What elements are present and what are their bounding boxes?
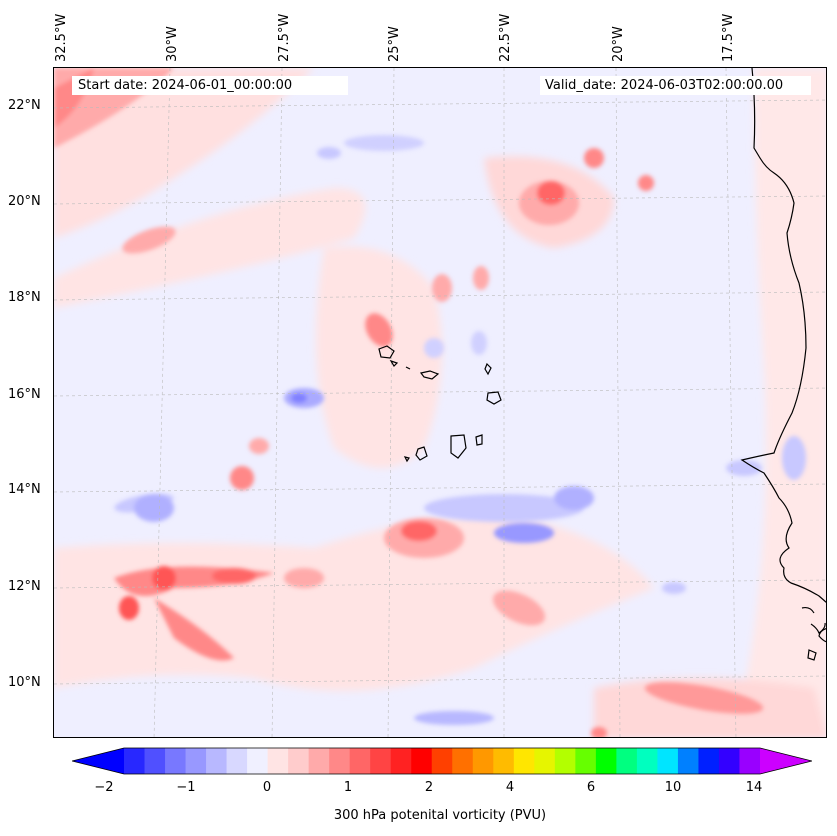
colorbar-label: 300 hPa potenital vorticity (PVU) xyxy=(333,808,547,823)
lon-label-25w: 25°W xyxy=(387,26,402,62)
colorbar-extend-min xyxy=(72,748,124,774)
colorbar-cell xyxy=(288,748,310,774)
colorbar-cell xyxy=(206,748,228,774)
colorbar-extend-max xyxy=(760,748,812,774)
colorbar-cells xyxy=(72,747,812,775)
colorbar-cell xyxy=(575,748,597,774)
colorbar-cell xyxy=(308,748,330,774)
colorbar-cell xyxy=(657,748,679,774)
colorbar-cell xyxy=(370,748,392,774)
lat-label-10n: 10°N xyxy=(8,675,41,690)
lon-label-20w: 20°W xyxy=(611,26,626,62)
colorbar-cell xyxy=(349,748,371,774)
colorbar-cell xyxy=(267,748,289,774)
lat-label-22n: 22°N xyxy=(8,98,41,113)
colorbar-cell xyxy=(185,748,207,774)
colorbar-cell xyxy=(124,748,146,774)
lon-label-17-5w: 17.5°W xyxy=(721,13,736,62)
colorbar-cell xyxy=(411,748,433,774)
colorbar-cell xyxy=(534,748,556,774)
valid-date-label: Valid_date: 2024-06-03T02:00:00.00 xyxy=(540,76,811,95)
colorbar-cell xyxy=(554,748,576,774)
colorbar-tick-1: 1 xyxy=(343,780,353,795)
colorbar-cell xyxy=(493,748,515,774)
colorbar-tick-6: 6 xyxy=(586,780,596,795)
colorbar-cell xyxy=(472,748,494,774)
start-date-label: Start date: 2024-06-01_00:00:00 xyxy=(72,76,348,95)
pv-positive-cores xyxy=(54,68,764,737)
colorbar-tick-2: 2 xyxy=(424,780,434,795)
lat-label-16n: 16°N xyxy=(8,387,41,402)
graticule xyxy=(54,68,826,737)
colorbar-tick-neg2: −2 xyxy=(94,780,114,795)
colorbar-cell xyxy=(431,748,453,774)
colorbar-cell xyxy=(390,748,412,774)
colorbar-cell xyxy=(698,748,720,774)
colorbar-cell xyxy=(616,748,638,774)
colorbar-cell xyxy=(677,748,699,774)
lat-label-12n: 12°N xyxy=(8,579,41,594)
lat-label-14n: 14°N xyxy=(8,482,41,497)
pv-positive-background xyxy=(54,68,826,737)
pv-field xyxy=(54,68,826,737)
lon-label-30w: 30°W xyxy=(165,26,180,62)
colorbar-cell xyxy=(718,748,740,774)
colorbar xyxy=(72,747,812,775)
lat-label-18n: 18°N xyxy=(8,290,41,305)
colorbar-cell xyxy=(226,748,248,774)
colorbar-tick-10: 10 xyxy=(664,780,682,795)
colorbar-cell xyxy=(329,748,351,774)
colorbar-cell xyxy=(739,748,761,774)
pv-negative-areas xyxy=(114,135,806,725)
colorbar-tick-14: 14 xyxy=(745,780,763,795)
colorbar-tick-neg1: −1 xyxy=(176,780,196,795)
lon-label-22-5w: 22.5°W xyxy=(498,13,513,62)
colorbar-cell xyxy=(636,748,658,774)
lat-label-20n: 20°N xyxy=(8,194,41,209)
lon-label-32-5w: 32.5°W xyxy=(54,13,69,62)
colorbar-cell xyxy=(165,748,187,774)
colorbar-cell xyxy=(144,748,166,774)
colorbar-cell xyxy=(452,748,474,774)
colorbar-cell xyxy=(247,748,269,774)
colorbar-cell xyxy=(595,748,617,774)
colorbar-tick-4: 4 xyxy=(505,780,515,795)
coastline xyxy=(378,68,826,661)
colorbar-tick-0: 0 xyxy=(262,780,272,795)
map-panel[interactable] xyxy=(53,67,827,738)
colorbar-outline xyxy=(72,747,812,775)
lon-label-27-5w: 27.5°W xyxy=(277,13,292,62)
colorbar-cell xyxy=(513,748,535,774)
